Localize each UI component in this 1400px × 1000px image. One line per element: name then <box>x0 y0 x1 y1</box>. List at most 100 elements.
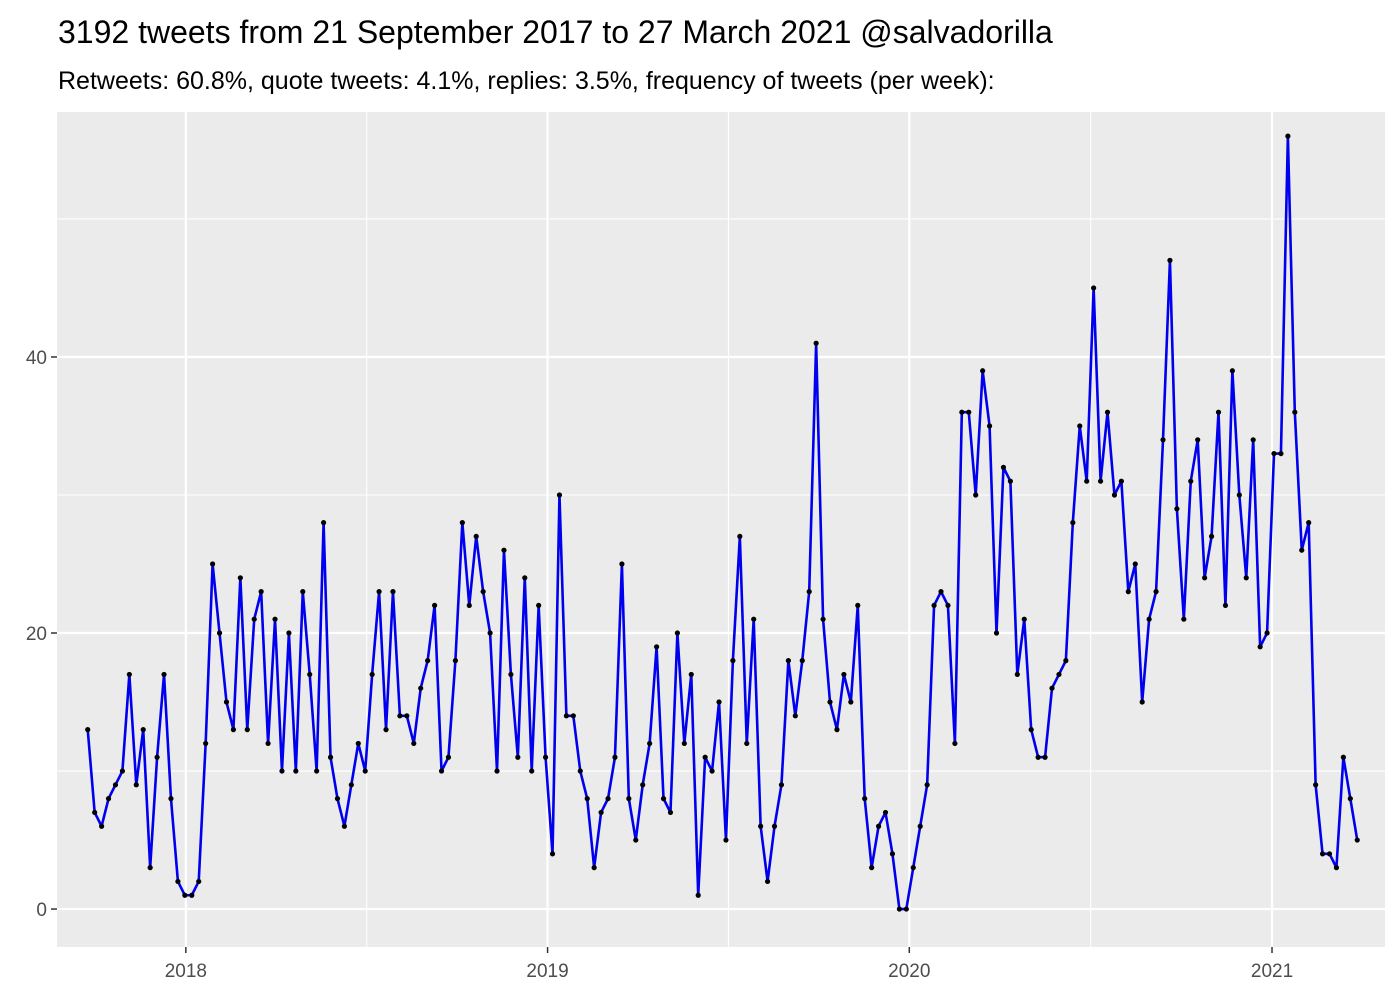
data-point <box>175 878 181 885</box>
data-point <box>1202 575 1208 581</box>
data-point <box>882 809 889 816</box>
data-point <box>653 644 660 650</box>
data-point <box>105 796 112 802</box>
data-point <box>383 727 389 733</box>
data-point <box>1167 257 1173 263</box>
data-point <box>1028 727 1034 733</box>
data-point <box>327 754 334 760</box>
data-point <box>1188 478 1194 484</box>
data-point <box>140 727 146 733</box>
data-point <box>147 865 153 871</box>
data-point <box>154 754 160 760</box>
data-point <box>1153 589 1159 595</box>
data-point <box>1139 699 1145 705</box>
data-point <box>494 768 500 774</box>
data-point <box>237 575 243 581</box>
data-point <box>1014 671 1020 678</box>
data-point <box>1222 602 1229 609</box>
data-point <box>841 671 847 678</box>
data-point <box>1021 616 1027 622</box>
data-point <box>626 796 632 802</box>
data-point <box>751 616 757 622</box>
x-tick-label: 2020 <box>888 961 930 982</box>
data-point <box>1084 478 1090 484</box>
data-point <box>390 589 396 595</box>
data-point <box>1264 630 1270 636</box>
data-point <box>1132 561 1138 567</box>
data-point <box>425 658 431 664</box>
data-point <box>452 658 458 664</box>
data-point <box>216 630 223 636</box>
data-point <box>133 782 139 788</box>
data-point <box>515 754 521 760</box>
data-point <box>952 740 958 747</box>
data-point <box>577 768 583 774</box>
data-point <box>619 561 625 567</box>
data-point <box>1111 492 1118 498</box>
data-point <box>966 409 972 415</box>
data-point <box>85 727 91 733</box>
data-point <box>785 658 791 664</box>
data-point <box>438 768 445 774</box>
data-point <box>549 851 556 857</box>
data-point <box>1313 782 1319 788</box>
data-point <box>973 492 979 498</box>
data-point <box>265 740 271 747</box>
data-point <box>1257 644 1263 650</box>
data-point <box>806 589 812 595</box>
data-point <box>660 796 667 802</box>
data-point <box>647 740 653 747</box>
data-point <box>348 782 354 788</box>
data-point <box>334 796 341 802</box>
data-point <box>688 671 694 678</box>
data-point <box>397 713 403 719</box>
data-point <box>92 809 98 816</box>
data-point <box>508 671 514 678</box>
data-point <box>168 796 174 802</box>
data-point <box>1063 658 1069 664</box>
data-point <box>1007 478 1013 484</box>
data-point <box>307 671 313 678</box>
data-point <box>182 892 188 898</box>
data-point <box>286 630 292 636</box>
data-point <box>827 699 833 705</box>
data-point <box>487 630 493 636</box>
data-point <box>771 823 778 829</box>
data-point <box>744 740 750 747</box>
data-point <box>1347 796 1353 802</box>
data-point <box>189 892 195 898</box>
data-point <box>258 589 264 595</box>
data-point <box>723 837 729 843</box>
data-point <box>633 837 639 843</box>
x-axis: 2018 2019 2020 2021 <box>165 947 1293 982</box>
data-point <box>1035 754 1041 760</box>
data-point <box>1278 450 1284 457</box>
data-point <box>945 602 951 609</box>
data-point <box>1125 589 1131 595</box>
data-point <box>536 602 542 609</box>
data-point <box>1118 478 1124 484</box>
data-point <box>855 602 861 609</box>
data-point <box>1049 685 1055 691</box>
data-point <box>1306 520 1312 526</box>
data-point <box>834 727 840 733</box>
data-point <box>466 602 472 609</box>
data-point <box>584 796 590 802</box>
data-point <box>1146 616 1152 622</box>
data-point <box>1160 437 1166 443</box>
data-point <box>203 740 209 747</box>
data-point <box>980 368 986 374</box>
data-point <box>1354 837 1360 843</box>
data-point <box>896 906 902 912</box>
data-point <box>99 823 105 829</box>
minor-gridlines <box>57 112 1385 947</box>
data-point <box>1236 492 1242 498</box>
data-point <box>1333 865 1340 871</box>
data-point <box>431 602 438 609</box>
data-point <box>820 616 826 622</box>
data-point <box>196 878 202 885</box>
data-point <box>758 823 764 829</box>
data-point <box>674 630 680 636</box>
data-point <box>702 754 708 760</box>
